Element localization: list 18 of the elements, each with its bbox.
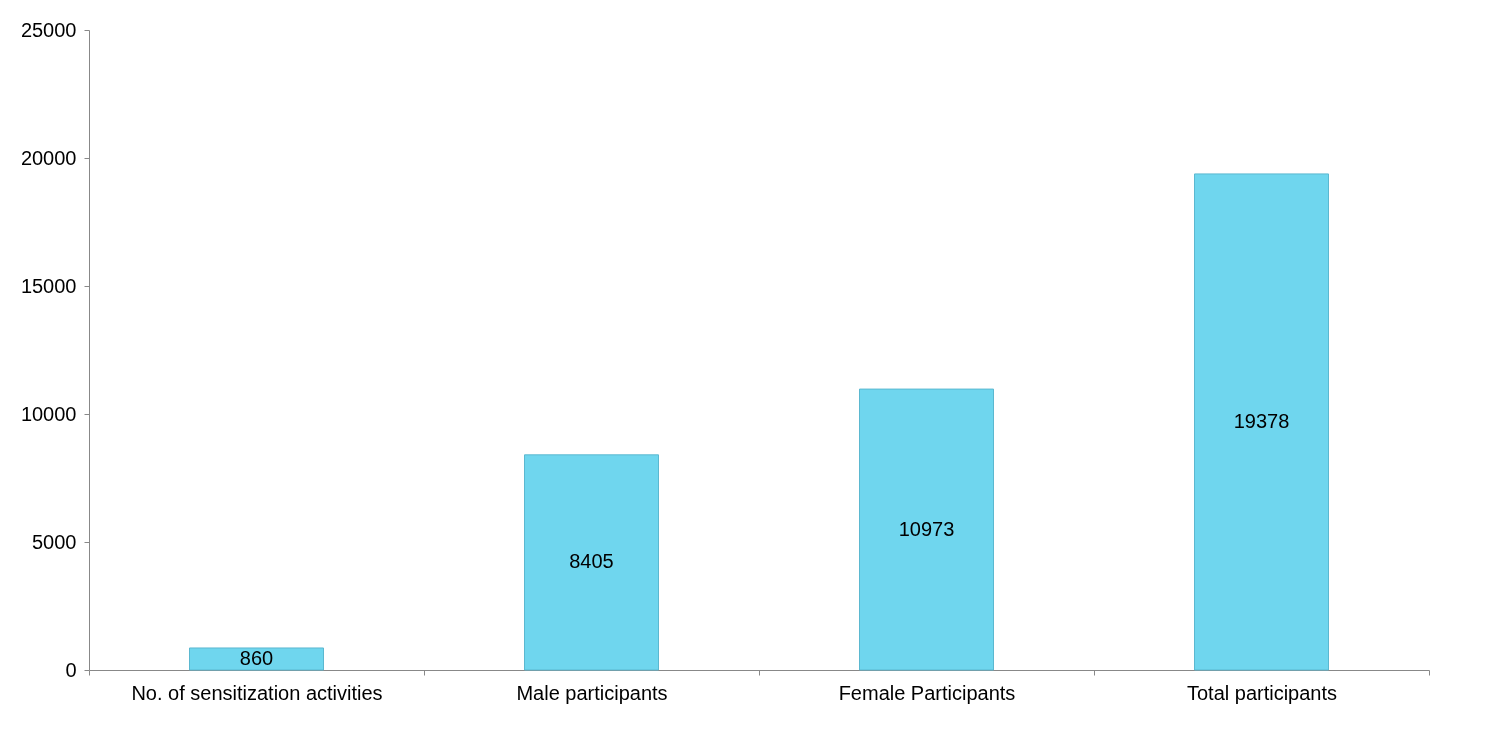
data-label: 10973 xyxy=(898,517,955,540)
x-tick-label: Male participants xyxy=(516,681,668,704)
x-tick-label: Total participants xyxy=(1186,681,1338,704)
data-label: 19378 xyxy=(1233,409,1290,432)
x-tick-label: Female Participants xyxy=(838,681,1016,704)
y-tick-label: 0 xyxy=(65,658,77,681)
bar xyxy=(524,454,659,671)
y-tick-label: 5000 xyxy=(32,530,77,553)
y-tick-label: 10000 xyxy=(20,402,77,425)
x-tick-label: No. of sensitization activities xyxy=(131,681,383,704)
y-tick-label: 25000 xyxy=(20,18,77,41)
bar xyxy=(1194,173,1329,671)
bar xyxy=(859,388,994,671)
data-label: 860 xyxy=(239,646,274,669)
bar xyxy=(189,647,324,671)
y-tick-label: 20000 xyxy=(20,146,77,169)
data-label: 8405 xyxy=(569,550,614,573)
y-tick-label: 15000 xyxy=(20,274,77,297)
